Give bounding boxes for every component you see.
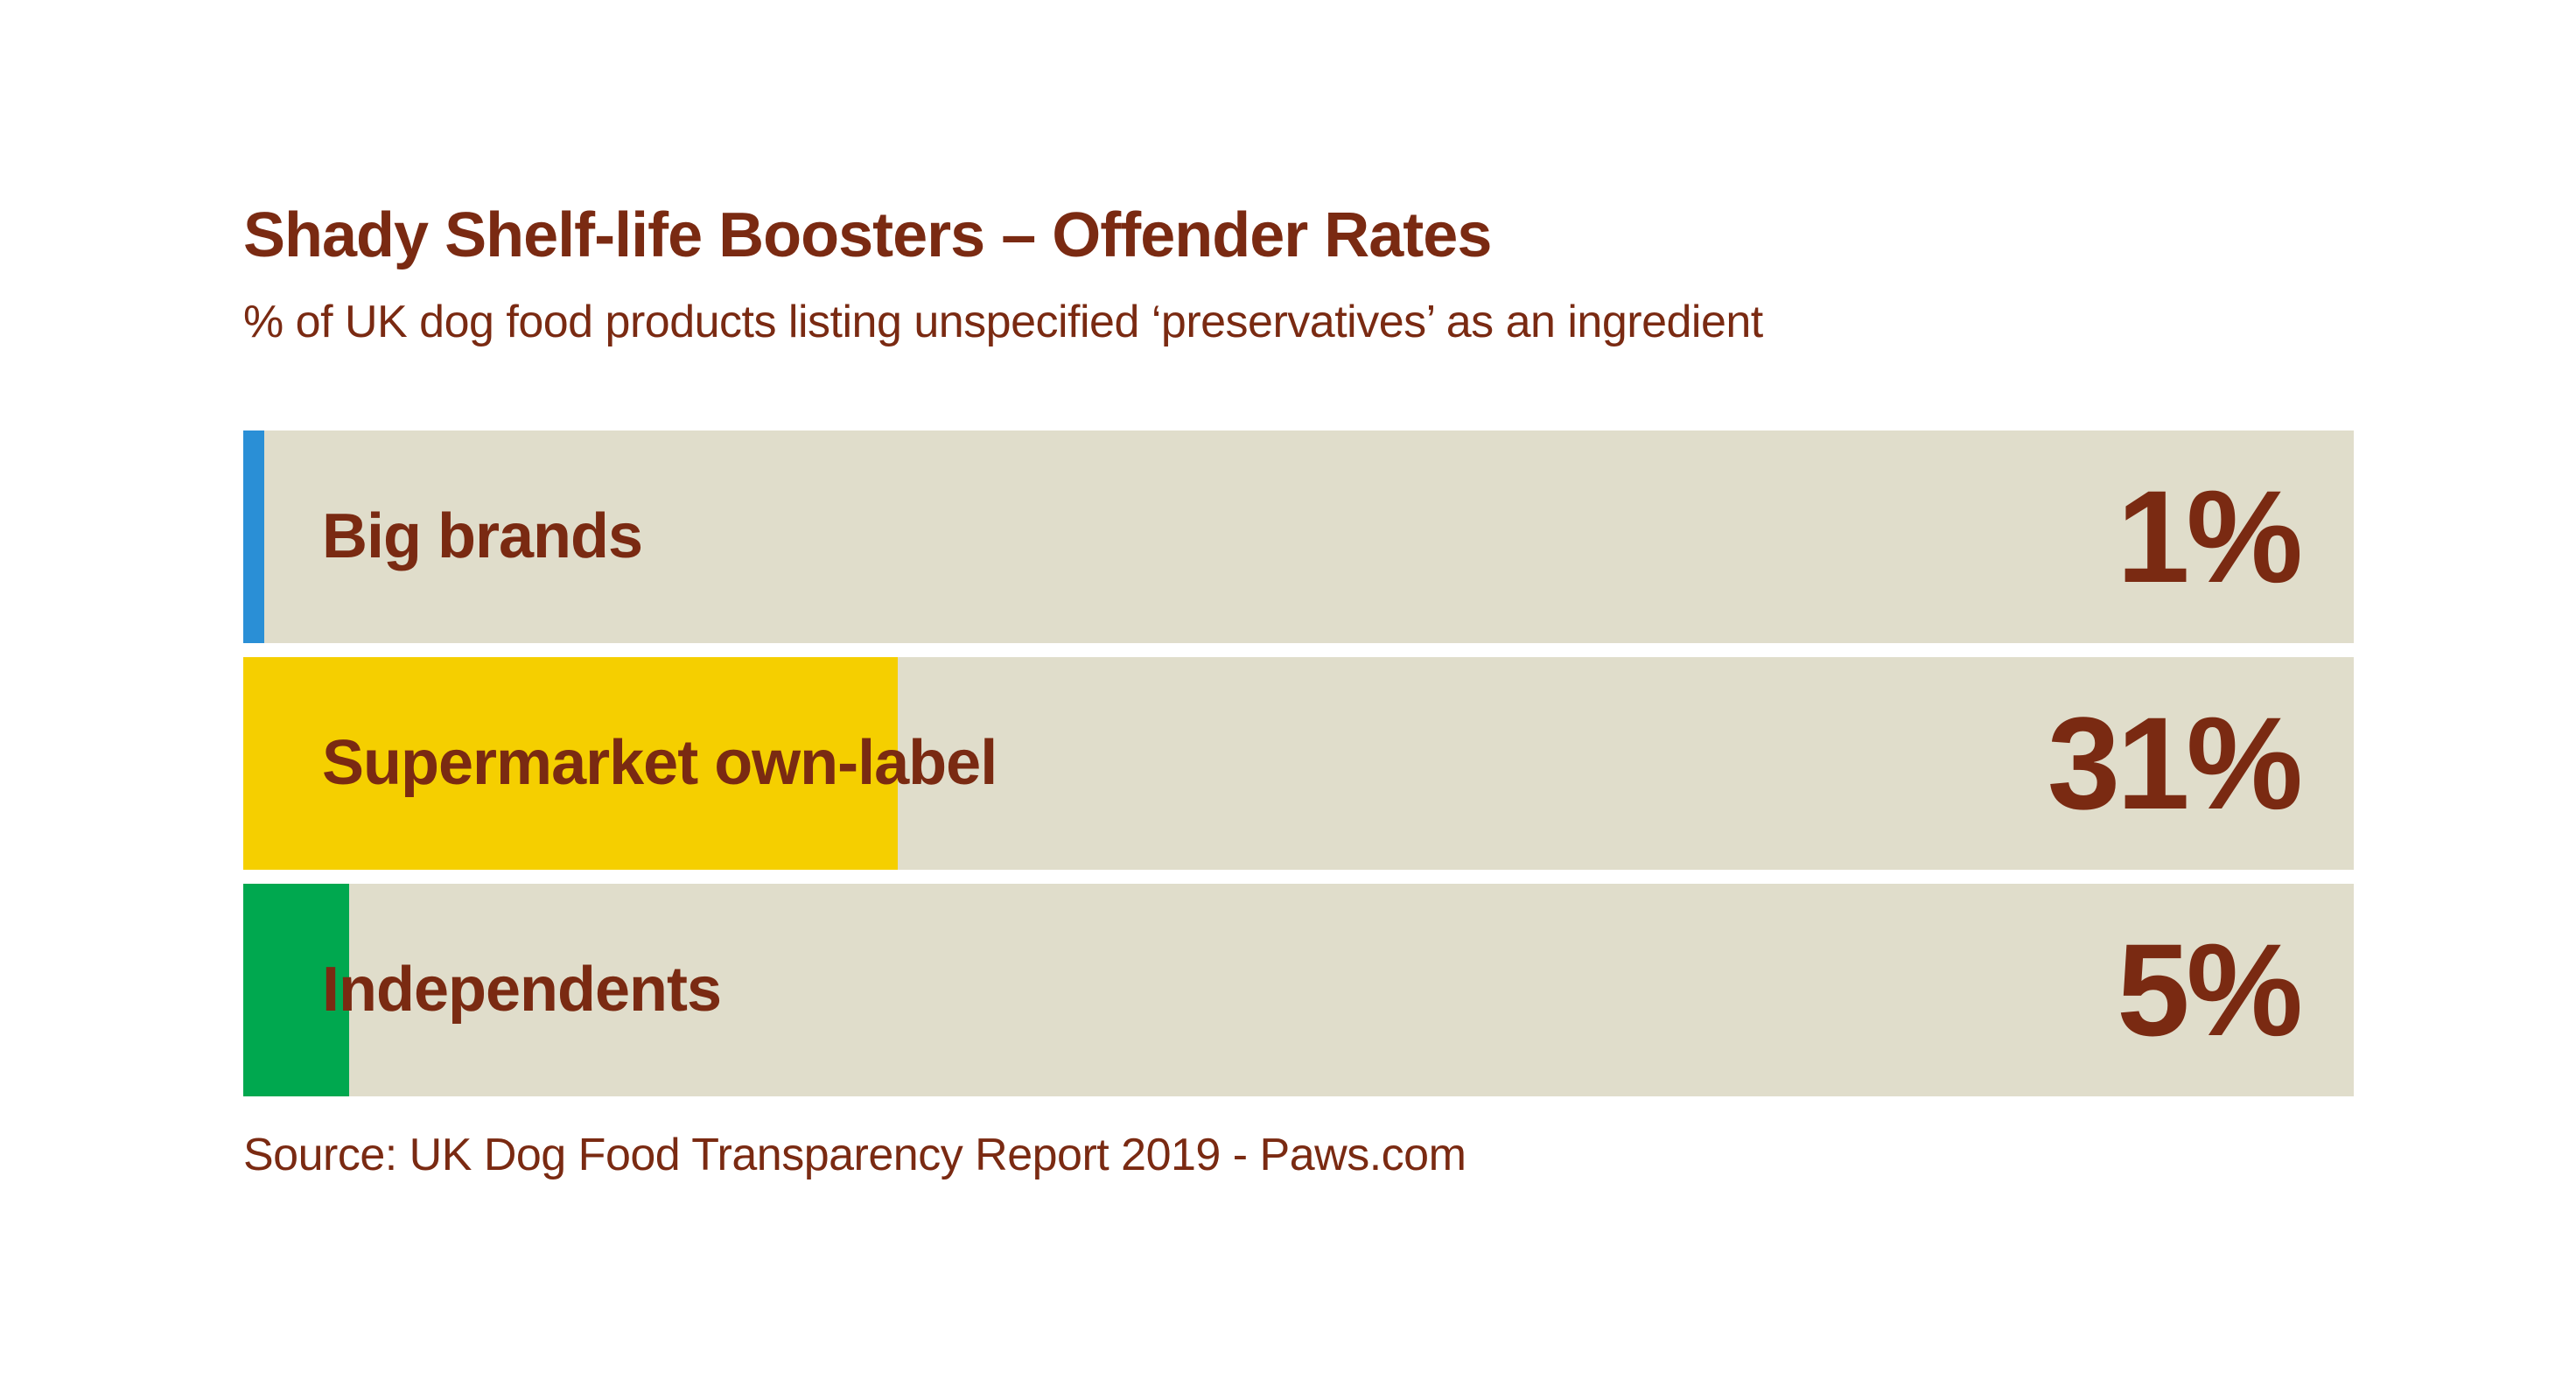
bar-label-supermarket-own-label: Supermarket own-label (322, 728, 998, 798)
bar-value-supermarket-own-label: 31% (2047, 690, 2303, 836)
bar-row-big-brands: Big brands 1% (243, 430, 2354, 643)
chart-source: Source: UK Dog Food Transparency Report … (243, 1130, 1466, 1180)
chart-subtitle: % of UK dog food products listing unspec… (243, 297, 1763, 347)
bar-label-big-brands: Big brands (322, 501, 643, 571)
chart: Shady Shelf-life Boosters – Offender Rat… (243, 0, 2354, 1379)
bar-fill-big-brands (243, 430, 265, 643)
bar-fill-supermarket-own-label (243, 657, 898, 870)
chart-title: Shady Shelf-life Boosters – Offender Rat… (243, 200, 1492, 270)
bar-value-independents: 5% (2117, 916, 2303, 1063)
bar-row-supermarket-own-label: Supermarket own-label 31% (243, 657, 2354, 870)
bar-value-big-brands: 1% (2117, 463, 2303, 610)
bar-label-independents: Independents (322, 955, 722, 1025)
bar-rows: Big brands 1% Supermarket own-label 31% … (243, 430, 2354, 1110)
bar-row-independents: Independents 5% (243, 884, 2354, 1096)
bar-fill-independents (243, 884, 349, 1096)
